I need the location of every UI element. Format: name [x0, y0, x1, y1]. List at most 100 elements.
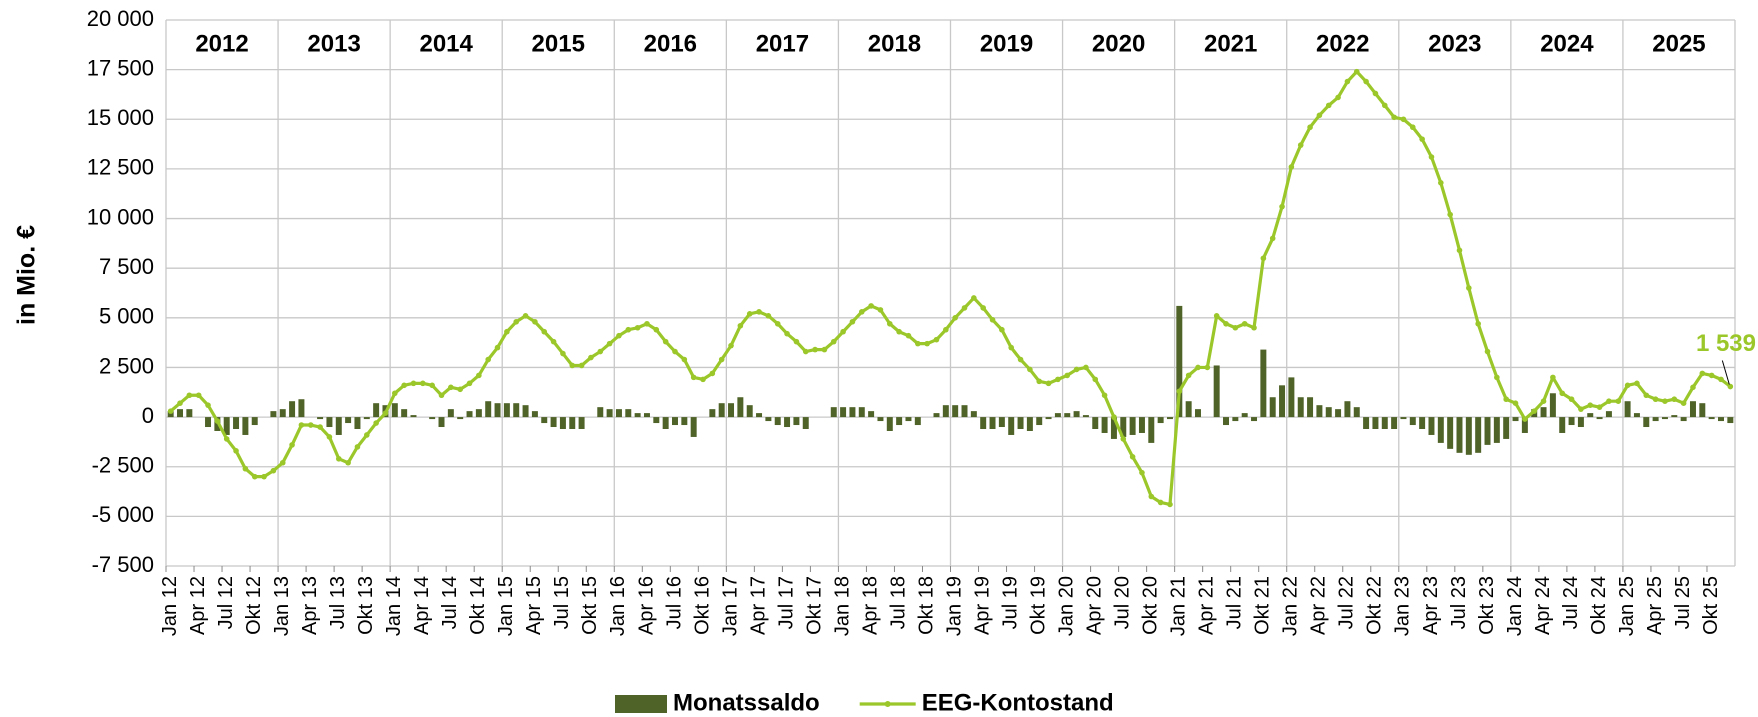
line-marker	[1596, 404, 1603, 410]
bar	[289, 401, 296, 418]
line-marker	[793, 338, 800, 345]
line-marker	[1083, 364, 1089, 371]
line-marker	[718, 356, 725, 363]
line-marker	[1288, 164, 1295, 170]
line-marker	[242, 465, 249, 472]
line-marker	[1232, 324, 1239, 331]
bar	[429, 417, 436, 420]
line-marker	[289, 442, 295, 448]
line-marker	[1129, 454, 1136, 460]
line-marker	[326, 434, 333, 440]
bar	[709, 409, 716, 418]
line-marker	[1055, 376, 1061, 383]
bar	[1587, 413, 1594, 418]
line-marker	[1400, 116, 1407, 123]
bar	[896, 417, 903, 426]
line-marker	[1120, 436, 1127, 442]
bar	[1559, 417, 1566, 433]
bar	[653, 417, 660, 424]
line-marker	[1634, 380, 1640, 387]
bar	[205, 417, 212, 428]
year-label: 2015	[532, 30, 585, 57]
line-marker	[1325, 102, 1332, 109]
y-tick-label: 2 500	[99, 353, 154, 378]
bar	[1372, 417, 1379, 430]
legend-marker	[884, 701, 891, 707]
bar	[1465, 417, 1472, 455]
line-marker	[1727, 383, 1734, 390]
line-marker	[1045, 380, 1052, 387]
bar	[718, 403, 725, 418]
bar	[1129, 417, 1136, 435]
bar	[242, 417, 249, 435]
bar	[1727, 417, 1734, 424]
bar	[952, 405, 959, 418]
bar	[1017, 417, 1024, 430]
x-tick-label: Jul 13	[327, 576, 349, 629]
line-marker	[606, 340, 613, 347]
bar	[970, 411, 977, 418]
line-marker	[1353, 68, 1360, 75]
y-tick-label: 20 000	[87, 6, 154, 31]
x-tick-label: Apr 25	[1644, 576, 1666, 635]
x-tick-label: Jan 22	[1280, 576, 1302, 636]
bar	[447, 409, 454, 418]
line-marker	[980, 305, 986, 311]
bar	[1391, 417, 1398, 430]
y-tick-label: 7 500	[99, 254, 154, 279]
x-tick-label: Okt 13	[355, 576, 377, 635]
y-tick-label: 0	[142, 403, 154, 428]
line-marker	[532, 318, 538, 325]
bar	[1633, 413, 1640, 418]
line-marker	[569, 362, 576, 369]
bar	[401, 409, 408, 418]
line-marker	[802, 348, 809, 355]
y-axis-title: in Mio. €	[13, 225, 41, 325]
bar	[410, 415, 417, 418]
x-tick-label: Jan 17	[719, 576, 741, 636]
line-marker	[167, 408, 174, 414]
bar	[690, 417, 697, 437]
bar	[1251, 417, 1258, 422]
bar	[513, 403, 520, 418]
bar	[1195, 409, 1201, 418]
year-label: 2025	[1652, 30, 1705, 57]
bar	[354, 417, 361, 430]
x-tick-label: Jan 16	[607, 576, 629, 636]
line-marker	[345, 459, 351, 466]
bar	[167, 411, 174, 418]
line-marker	[1204, 364, 1211, 371]
bar	[858, 407, 865, 418]
bar	[1381, 417, 1388, 430]
bar	[774, 417, 781, 426]
line-marker	[1540, 398, 1547, 405]
line-marker	[1391, 114, 1397, 121]
line-marker	[849, 318, 856, 325]
line-marker	[1606, 398, 1612, 405]
line-marker	[513, 318, 520, 325]
line-marker	[429, 382, 435, 389]
x-tick-label: Jul 19	[999, 576, 1021, 629]
bar	[1353, 407, 1360, 418]
x-tick-label: Okt 21	[1252, 576, 1274, 635]
bar	[1708, 417, 1715, 420]
bar	[914, 417, 921, 426]
bar	[793, 417, 800, 426]
x-tick-label: Jul 23	[1448, 576, 1470, 629]
line-marker	[700, 376, 706, 383]
bar	[989, 417, 996, 430]
line-marker	[737, 322, 744, 329]
line-marker	[195, 392, 202, 399]
x-tick-label: Jul 21	[1224, 576, 1246, 629]
x-tick-label: Okt 19	[1028, 576, 1050, 635]
legend-label: Monatssaldo	[673, 689, 820, 716]
bar	[840, 407, 847, 418]
line-marker	[410, 380, 417, 387]
bar	[662, 417, 669, 430]
legend-label: EEG-Kontostand	[922, 689, 1114, 716]
bar	[270, 411, 277, 418]
bar	[830, 407, 837, 418]
bar	[1260, 349, 1267, 418]
y-tick-label: -7 500	[92, 552, 154, 577]
